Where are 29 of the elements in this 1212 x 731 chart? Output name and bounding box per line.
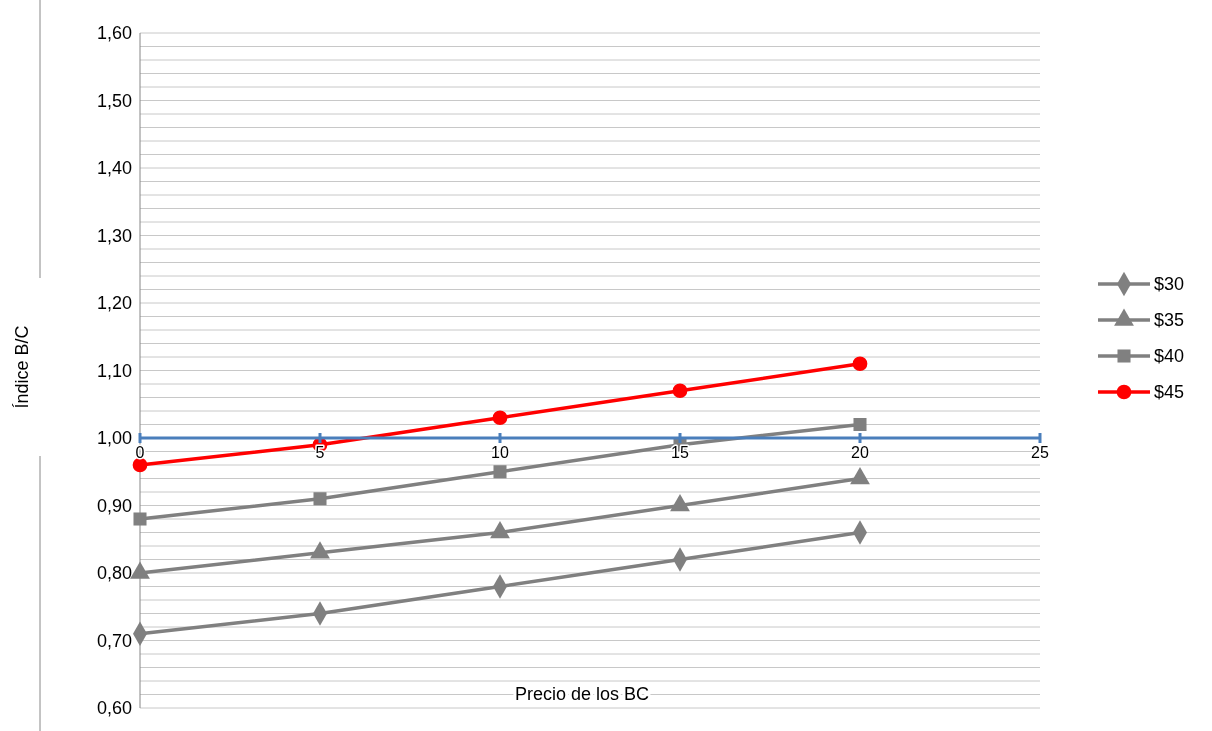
legend-label: $30 [1154,274,1185,295]
x-axis-title: Precio de los BC [514,684,650,704]
y-tick-label: 0,80 [96,563,132,584]
y-tick-label: 1,30 [96,225,132,246]
y-tick-label: 1,40 [96,158,132,179]
legend-label: $40 [1154,346,1185,367]
y-axis-title: Índice B/C [12,325,32,409]
y-tick-label: 1,00 [96,428,132,449]
x-tick-label: 15 [671,444,689,461]
y-tick-label: 0,60 [96,698,132,719]
y-tick-label: 1,10 [96,360,132,381]
y-tick-label: 1,60 [96,23,132,44]
x-tick-label: 20 [851,444,869,461]
x-tick-label: 25 [1031,444,1049,461]
legend-label: $35 [1154,310,1185,331]
y-tick-label: 1,50 [96,90,132,111]
x-tick-label: 10 [491,444,509,461]
y-tick-label: 0,90 [96,495,132,516]
y-tick-label: 1,20 [96,293,132,314]
point [672,383,688,399]
point [313,492,327,506]
y-tick-label: 0,70 [96,630,132,651]
point [852,356,868,372]
legend-label: $45 [1154,382,1185,403]
point [493,465,507,479]
point [133,512,147,526]
x-tick-label: 0 [135,444,145,461]
point [492,410,508,426]
point [853,417,867,432]
